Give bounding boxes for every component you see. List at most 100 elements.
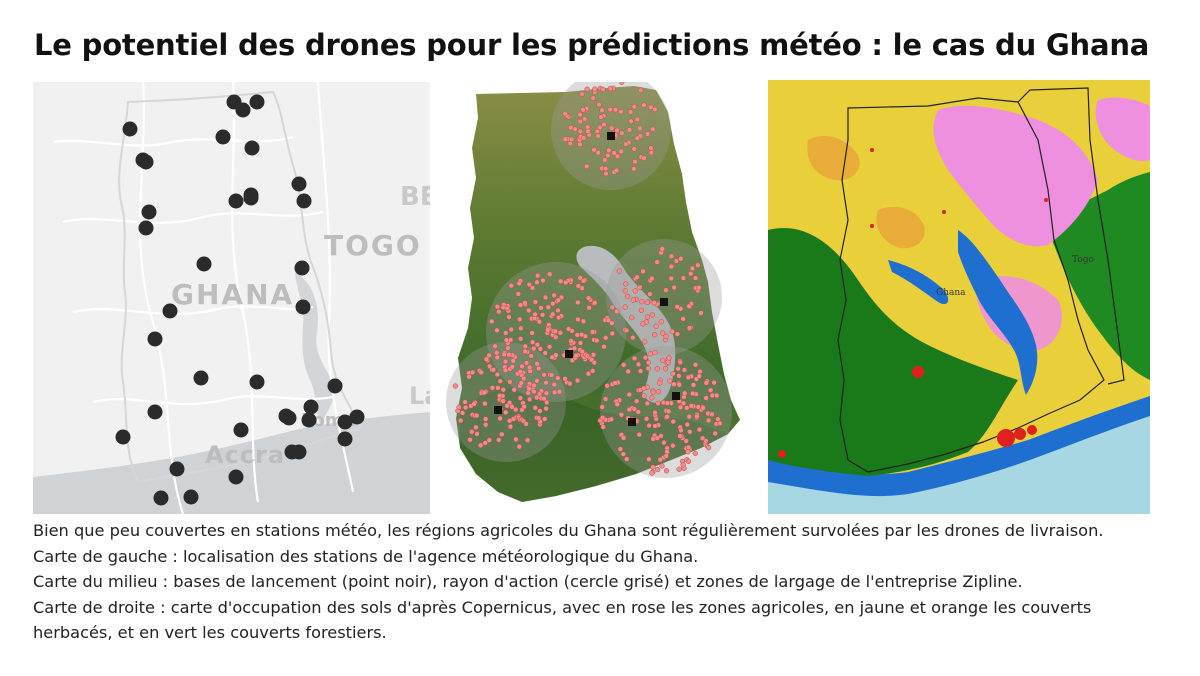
drop-zone-marker xyxy=(642,355,649,361)
drop-zone-marker xyxy=(550,311,556,317)
drop-zone-marker xyxy=(599,415,606,421)
drop-zone-marker xyxy=(631,166,637,172)
drop-zone-marker xyxy=(714,392,720,399)
drop-zone-marker xyxy=(466,374,472,380)
drop-zone-marker xyxy=(510,358,516,364)
drop-zone-marker xyxy=(663,468,670,474)
drop-zone-marker xyxy=(628,118,634,124)
drop-zone-marker xyxy=(715,416,721,422)
station-marker xyxy=(228,193,244,209)
drop-zone-marker xyxy=(516,280,522,287)
drop-zone-marker xyxy=(591,147,597,153)
drop-zone-marker xyxy=(696,373,702,379)
accra-label: Accra xyxy=(205,441,285,469)
drop-zone-marker xyxy=(489,318,495,325)
drop-zone-marker xyxy=(657,457,663,463)
drop-zone-marker xyxy=(680,316,686,322)
drop-zone-marker xyxy=(612,380,618,386)
drop-zone-marker xyxy=(482,400,488,407)
drop-zone-marker xyxy=(677,404,684,410)
drop-zone-marker xyxy=(592,86,598,92)
drop-zone-marker xyxy=(597,124,603,131)
drop-zone-marker xyxy=(594,337,600,344)
drop-zone-marker xyxy=(531,382,537,389)
drop-zone-marker xyxy=(581,116,588,122)
lake-volta-right xyxy=(958,230,1038,395)
drop-zone-marker xyxy=(674,331,681,337)
drop-zone-marker xyxy=(697,368,703,375)
drop-zone-marker xyxy=(543,405,549,412)
drop-zone-marker xyxy=(651,300,657,306)
drop-zone-marker xyxy=(555,375,561,381)
station-marker xyxy=(278,408,294,424)
drop-zone-marker xyxy=(634,398,640,404)
drop-zone-marker xyxy=(568,136,575,143)
drop-zone-marker xyxy=(497,415,503,422)
drop-zone-marker xyxy=(678,256,684,262)
drop-zone-marker xyxy=(654,435,660,441)
drop-zone-marker xyxy=(645,360,652,366)
drop-zone-marker xyxy=(637,125,643,131)
station-marker xyxy=(183,489,199,505)
drop-zone-marker xyxy=(641,393,647,399)
drop-zone-marker xyxy=(555,307,561,314)
drop-zone-marker xyxy=(502,358,509,365)
drop-zone-marker xyxy=(537,346,543,352)
drop-zone-marker xyxy=(553,334,559,340)
drop-zone-marker xyxy=(685,444,692,451)
drop-zone-marker xyxy=(552,328,559,335)
drop-zone-marker xyxy=(668,263,675,270)
drop-zone-marker xyxy=(542,350,548,356)
drop-zone-marker xyxy=(648,104,654,110)
drop-zone-marker xyxy=(606,147,612,153)
drop-zone-marker xyxy=(625,293,631,300)
drop-zone-marker xyxy=(712,430,718,437)
drop-zone-marker xyxy=(529,285,536,291)
drop-zone-marker xyxy=(499,431,505,437)
drop-zone-marker xyxy=(637,368,644,374)
station-marker xyxy=(193,370,209,386)
drop-zone-marker xyxy=(534,279,540,285)
drop-zone-marker xyxy=(518,325,524,331)
drop-zone-marker xyxy=(644,299,650,305)
drop-zone-marker xyxy=(522,348,528,354)
drop-zone-marker xyxy=(703,380,709,386)
drone-zones-map-svg xyxy=(446,82,740,502)
drop-zone-marker xyxy=(534,394,540,401)
drop-zone-marker xyxy=(531,388,537,395)
drop-zone-marker xyxy=(655,466,661,473)
drop-zone-markers xyxy=(452,82,723,476)
drop-zone-marker xyxy=(677,433,683,439)
drop-zone-marker xyxy=(507,379,513,385)
drop-zone-marker xyxy=(634,135,640,141)
drop-zone-marker xyxy=(648,149,655,156)
drop-zone-marker xyxy=(506,314,512,320)
drop-zone-marker xyxy=(652,332,658,338)
drop-zone-marker xyxy=(546,344,553,350)
drop-zone-marker xyxy=(575,316,581,323)
drop-zone-marker xyxy=(553,352,559,358)
caption-right-map: Carte de droite : carte d'occupation des… xyxy=(33,597,1092,643)
urban-patch xyxy=(1014,428,1026,440)
drop-zone-marker xyxy=(652,349,658,356)
drop-zone-marker xyxy=(623,327,630,334)
drop-zone-marker xyxy=(524,437,531,443)
drop-zone-marker xyxy=(526,364,533,371)
weather-stations-map: GHANA TOGO Accra Lomé BE La xyxy=(33,82,430,514)
drop-zone-marker xyxy=(501,351,507,358)
drop-zone-marker xyxy=(661,439,667,446)
drop-zone-marker xyxy=(683,438,689,444)
drop-zone-marker xyxy=(669,328,675,335)
drop-zone-marker xyxy=(494,327,500,333)
drop-zone-marker xyxy=(680,275,687,281)
drop-zone-marker xyxy=(663,333,669,339)
drop-zone-marker xyxy=(670,418,676,425)
drop-zone-marker xyxy=(578,331,585,338)
drop-zone-marker xyxy=(673,258,680,264)
drop-zone-marker xyxy=(532,299,539,305)
drop-zone-marker xyxy=(675,366,681,372)
drop-zone-marker xyxy=(607,85,614,92)
station-marker xyxy=(327,378,343,394)
caption-middle-map: Carte du milieu : bases de lancement (po… xyxy=(33,572,1023,591)
drop-zone-marker xyxy=(640,268,646,275)
